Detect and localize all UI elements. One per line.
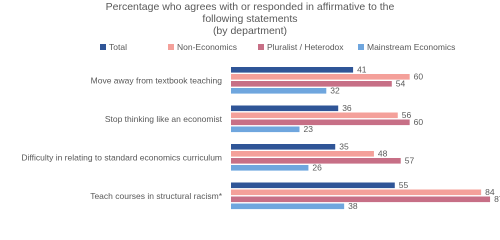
chart-title: Percentage who agrees with or responded … bbox=[105, 1, 395, 25]
bar bbox=[231, 158, 401, 164]
value-label: 23 bbox=[303, 124, 313, 134]
value-label: 41 bbox=[357, 64, 367, 74]
bar bbox=[231, 81, 392, 87]
bar bbox=[231, 119, 410, 126]
value-label: 38 bbox=[348, 201, 358, 211]
value-label: 60 bbox=[414, 117, 424, 127]
value-label: 56 bbox=[402, 110, 412, 120]
bar bbox=[231, 126, 300, 133]
value-label: 54 bbox=[396, 78, 406, 88]
bar bbox=[231, 151, 374, 157]
title-block: Percentage who agrees with or responded … bbox=[100, 1, 400, 37]
bar bbox=[231, 196, 491, 203]
bar bbox=[231, 203, 345, 210]
bar bbox=[231, 112, 398, 119]
value-label: 32 bbox=[330, 85, 340, 95]
value-label: 57 bbox=[405, 155, 415, 165]
legend-swatch bbox=[258, 44, 264, 50]
bar bbox=[231, 189, 482, 196]
category-label: Teach courses in structural racism* bbox=[90, 191, 222, 201]
value-label: 87 bbox=[494, 194, 500, 204]
bar bbox=[231, 88, 327, 94]
legend-swatch bbox=[100, 44, 106, 50]
chart: Percentage who agrees with or responded … bbox=[21, 1, 500, 211]
legend-label: Total bbox=[109, 42, 127, 52]
chart-subtitle: (by department) bbox=[212, 25, 288, 37]
category-label: Move away from textbook teaching bbox=[91, 75, 223, 85]
legend-label: Mainstream Economics bbox=[367, 42, 455, 52]
bar bbox=[231, 74, 410, 80]
category-label: Stop thinking like an economist bbox=[105, 114, 223, 124]
value-label: 36 bbox=[342, 103, 352, 113]
value-label: 48 bbox=[378, 148, 388, 158]
value-label: 35 bbox=[339, 141, 349, 151]
legend-label: Pluralist / Heterodox bbox=[267, 42, 344, 52]
legend-swatch bbox=[168, 44, 174, 50]
value-label: 84 bbox=[485, 187, 495, 197]
legend-label: Non-Economics bbox=[177, 42, 237, 52]
bar bbox=[231, 144, 336, 150]
value-label: 26 bbox=[312, 162, 322, 172]
plot: Total Non-Economics Pluralist / Heterodox M… bbox=[21, 42, 500, 211]
value-label: 60 bbox=[414, 71, 424, 81]
bar bbox=[231, 67, 354, 73]
value-label: 55 bbox=[399, 180, 409, 190]
bar bbox=[231, 165, 309, 171]
category-label: Difficulty in relating to standard econo… bbox=[21, 152, 222, 162]
bar bbox=[231, 182, 395, 189]
bar bbox=[231, 105, 339, 112]
legend-swatch bbox=[358, 44, 364, 50]
